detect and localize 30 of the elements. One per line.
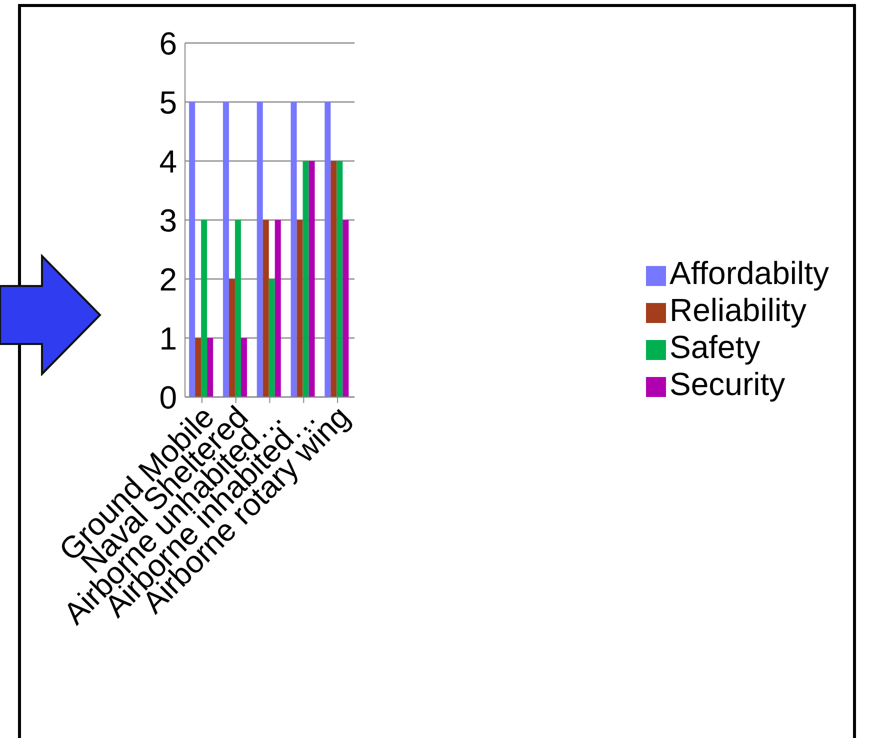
bar xyxy=(189,102,196,397)
bar xyxy=(330,161,337,397)
bar xyxy=(274,220,281,397)
y-tick-label: 5 xyxy=(159,84,177,120)
bar xyxy=(228,279,235,397)
bar xyxy=(262,220,269,397)
legend-label: Affordabilty xyxy=(670,255,829,291)
y-tick-label: 1 xyxy=(159,320,177,356)
bar xyxy=(302,161,309,397)
bar xyxy=(201,220,208,397)
bar xyxy=(308,161,315,397)
bar xyxy=(342,220,349,397)
bar xyxy=(290,102,297,397)
bar xyxy=(324,102,331,397)
legend-label: Security xyxy=(670,366,786,402)
bar xyxy=(207,338,214,397)
bar xyxy=(336,161,343,397)
y-tick-label: 4 xyxy=(159,143,177,180)
bar xyxy=(240,338,247,397)
bar xyxy=(195,338,202,397)
y-tick-label: 6 xyxy=(159,25,177,62)
y-tick-label: 3 xyxy=(159,202,177,238)
legend-label: Safety xyxy=(670,329,760,365)
bar xyxy=(256,102,263,397)
legend-label: Reliability xyxy=(670,292,806,328)
bar xyxy=(268,279,275,397)
bar xyxy=(222,102,229,397)
y-tick-label: 2 xyxy=(159,261,177,298)
bar xyxy=(296,220,303,397)
bar xyxy=(234,220,241,397)
